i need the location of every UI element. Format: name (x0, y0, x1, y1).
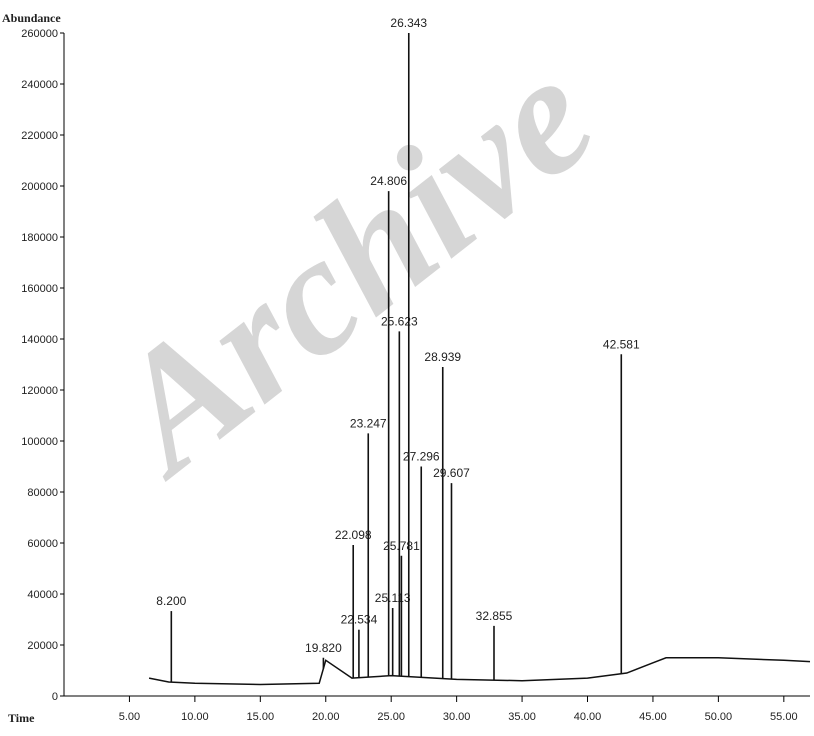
x-tick-label: 30.00 (443, 711, 471, 723)
peak-label: 25.781 (383, 539, 420, 553)
peak-label: 29.607 (433, 466, 470, 480)
peak-label: 23.247 (350, 416, 387, 430)
x-tick-label: 25.00 (377, 711, 405, 723)
y-axis-label: Abundance (2, 11, 61, 25)
y-tick-label: 120000 (21, 385, 58, 397)
y-tick-label: 60000 (27, 538, 58, 550)
peak-label: 42.581 (603, 337, 640, 351)
x-tick-label: 35.00 (508, 711, 536, 723)
y-tick-label: 240000 (21, 79, 58, 91)
x-tick-label: 55.00 (770, 711, 798, 723)
y-tick-label: 140000 (21, 334, 58, 346)
peak-label: 27.296 (403, 450, 440, 464)
x-tick-label: 20.00 (312, 711, 340, 723)
y-tick-label: 160000 (21, 283, 58, 295)
peak-label: 19.820 (305, 641, 342, 655)
peak-label: 28.939 (424, 350, 461, 364)
x-axis-label: Time (8, 711, 35, 725)
x-tick-label: 45.00 (639, 711, 667, 723)
y-tick-label: 220000 (21, 130, 58, 142)
peak-label: 25.623 (381, 314, 418, 328)
peak-label: 24.806 (370, 174, 407, 188)
peak-label: 32.855 (476, 609, 513, 623)
watermark: Archive (72, 20, 626, 511)
peak-label: 26.343 (390, 16, 427, 30)
x-tick-label: 40.00 (574, 711, 602, 723)
y-tick-label: 40000 (27, 589, 58, 601)
peak-label: 25.113 (375, 591, 411, 605)
x-tick-label: 5.00 (119, 711, 140, 723)
peak-label: 8.200 (156, 594, 186, 608)
y-tick-label: 80000 (27, 487, 58, 499)
peak-label: 22.098 (335, 528, 372, 542)
y-tick-label: 180000 (21, 232, 58, 244)
baseline-trace (148, 657, 811, 686)
y-tick-label: 100000 (21, 436, 58, 448)
peak-label: 22.534 (341, 613, 378, 627)
y-tick-label: 200000 (21, 181, 58, 193)
x-tick-label: 15.00 (247, 711, 275, 723)
x-tick-label: 10.00 (181, 711, 209, 723)
y-tick-label: 0 (52, 691, 58, 703)
y-tick-label: 20000 (27, 640, 58, 652)
x-tick-label: 50.00 (705, 711, 733, 723)
y-tick-label: 260000 (21, 28, 58, 40)
